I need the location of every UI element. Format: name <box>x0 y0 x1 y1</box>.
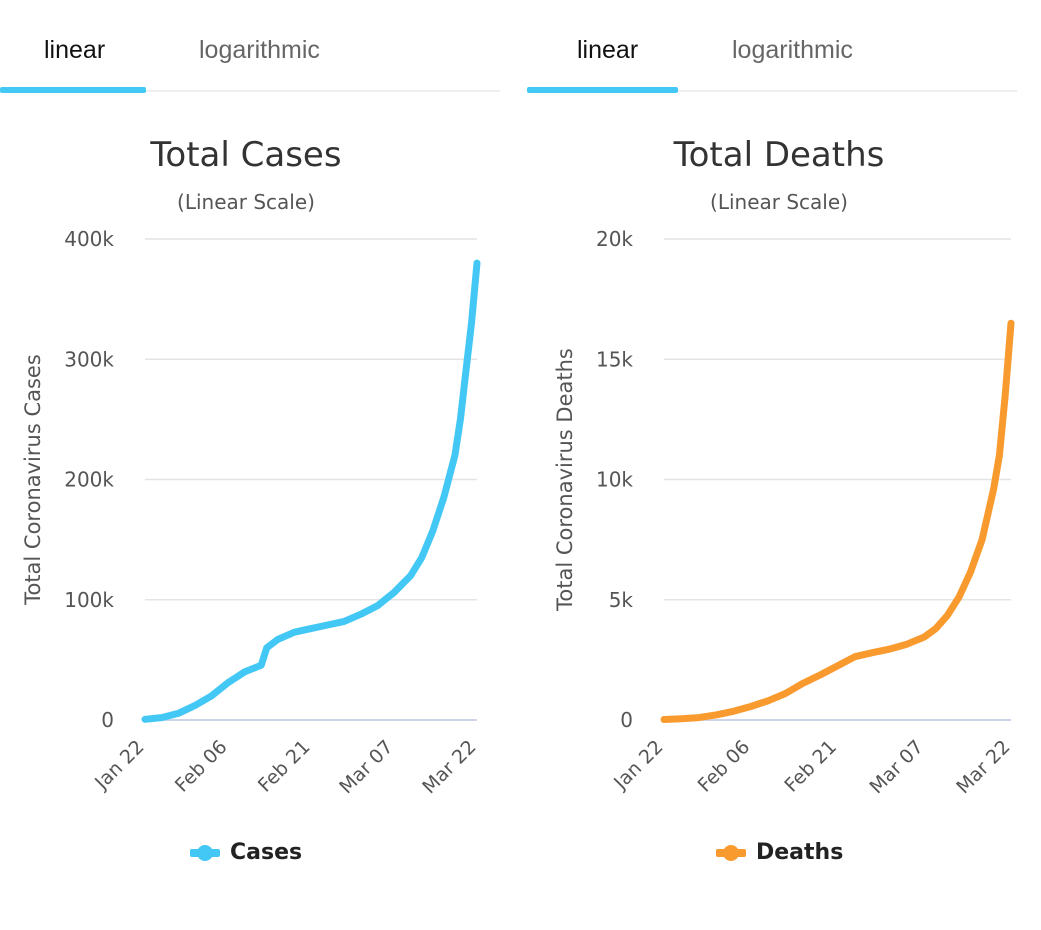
y-tick-label: 5k <box>609 588 634 612</box>
x-tick-label: Jan 22 <box>609 736 667 794</box>
active-tab-indicator-cases <box>0 87 146 93</box>
legend-label-deaths: Deaths <box>756 840 844 865</box>
x-tick-label: Feb 06 <box>694 736 755 797</box>
x-tick-label: Mar 22 <box>952 736 1014 798</box>
tab-linear-cases[interactable]: linear <box>44 36 106 64</box>
x-tick-label: Mar 22 <box>418 736 480 798</box>
x-tick-label: Mar 07 <box>335 736 397 798</box>
chart-subtitle: (Linear Scale) <box>710 190 848 214</box>
y-axis-title: Total Coronavirus Deaths <box>553 348 577 612</box>
y-tick-label: 400k <box>64 227 114 251</box>
cases-panel: linear logarithmic Total Cases (Linear Sc… <box>0 0 500 930</box>
chart-title: Total Cases <box>149 135 341 175</box>
series-line-cases <box>141 259 481 723</box>
legend-symbol-deaths <box>716 844 746 862</box>
x-tick-label: Mar 07 <box>866 736 928 798</box>
y-tick-label: 20k <box>596 227 633 251</box>
y-axis-title: Total Coronavirus Cases <box>21 354 45 606</box>
legend-label-cases: Cases <box>230 840 303 865</box>
y-tick-label: 200k <box>64 468 114 492</box>
series-line-deaths <box>660 319 1015 723</box>
deaths-panel: linear logarithmic Total Deaths (Linear S… <box>527 0 1017 930</box>
x-tick-label: Feb 21 <box>780 736 841 797</box>
x-tick-label: Feb 21 <box>254 736 315 797</box>
legend-symbol-cases <box>190 844 220 862</box>
chart-subtitle: (Linear Scale) <box>177 190 315 214</box>
active-tab-indicator-deaths <box>527 87 678 93</box>
x-tick-label: Feb 06 <box>171 736 232 797</box>
deaths-chart: Total Deaths (Linear Scale) 0 5k 10k 15k 20k Ja… <box>553 135 1015 798</box>
cases-chart: Total Cases (Linear Scale) 0 100k 200k 300k 40… <box>21 135 481 798</box>
y-tick-label: 100k <box>64 588 114 612</box>
chart-title: Total Deaths <box>673 135 885 175</box>
scale-tabbar-deaths: linear logarithmic <box>527 0 1017 93</box>
y-tick-label: 0 <box>101 708 114 732</box>
x-tick-label: Jan 22 <box>90 736 148 794</box>
y-tick-label: 0 <box>620 708 633 732</box>
tab-logarithmic-deaths[interactable]: logarithmic <box>732 36 853 64</box>
y-tick-label: 300k <box>64 347 114 371</box>
y-tick-label: 15k <box>596 347 633 371</box>
legend-item-deaths[interactable]: Deaths <box>716 840 843 865</box>
y-tick-label: 10k <box>596 468 633 492</box>
tab-logarithmic-cases[interactable]: logarithmic <box>199 36 320 64</box>
legend-item-cases[interactable]: Cases <box>190 840 302 865</box>
scale-tabbar-cases: linear logarithmic <box>0 0 500 93</box>
tab-linear-deaths[interactable]: linear <box>577 36 639 64</box>
